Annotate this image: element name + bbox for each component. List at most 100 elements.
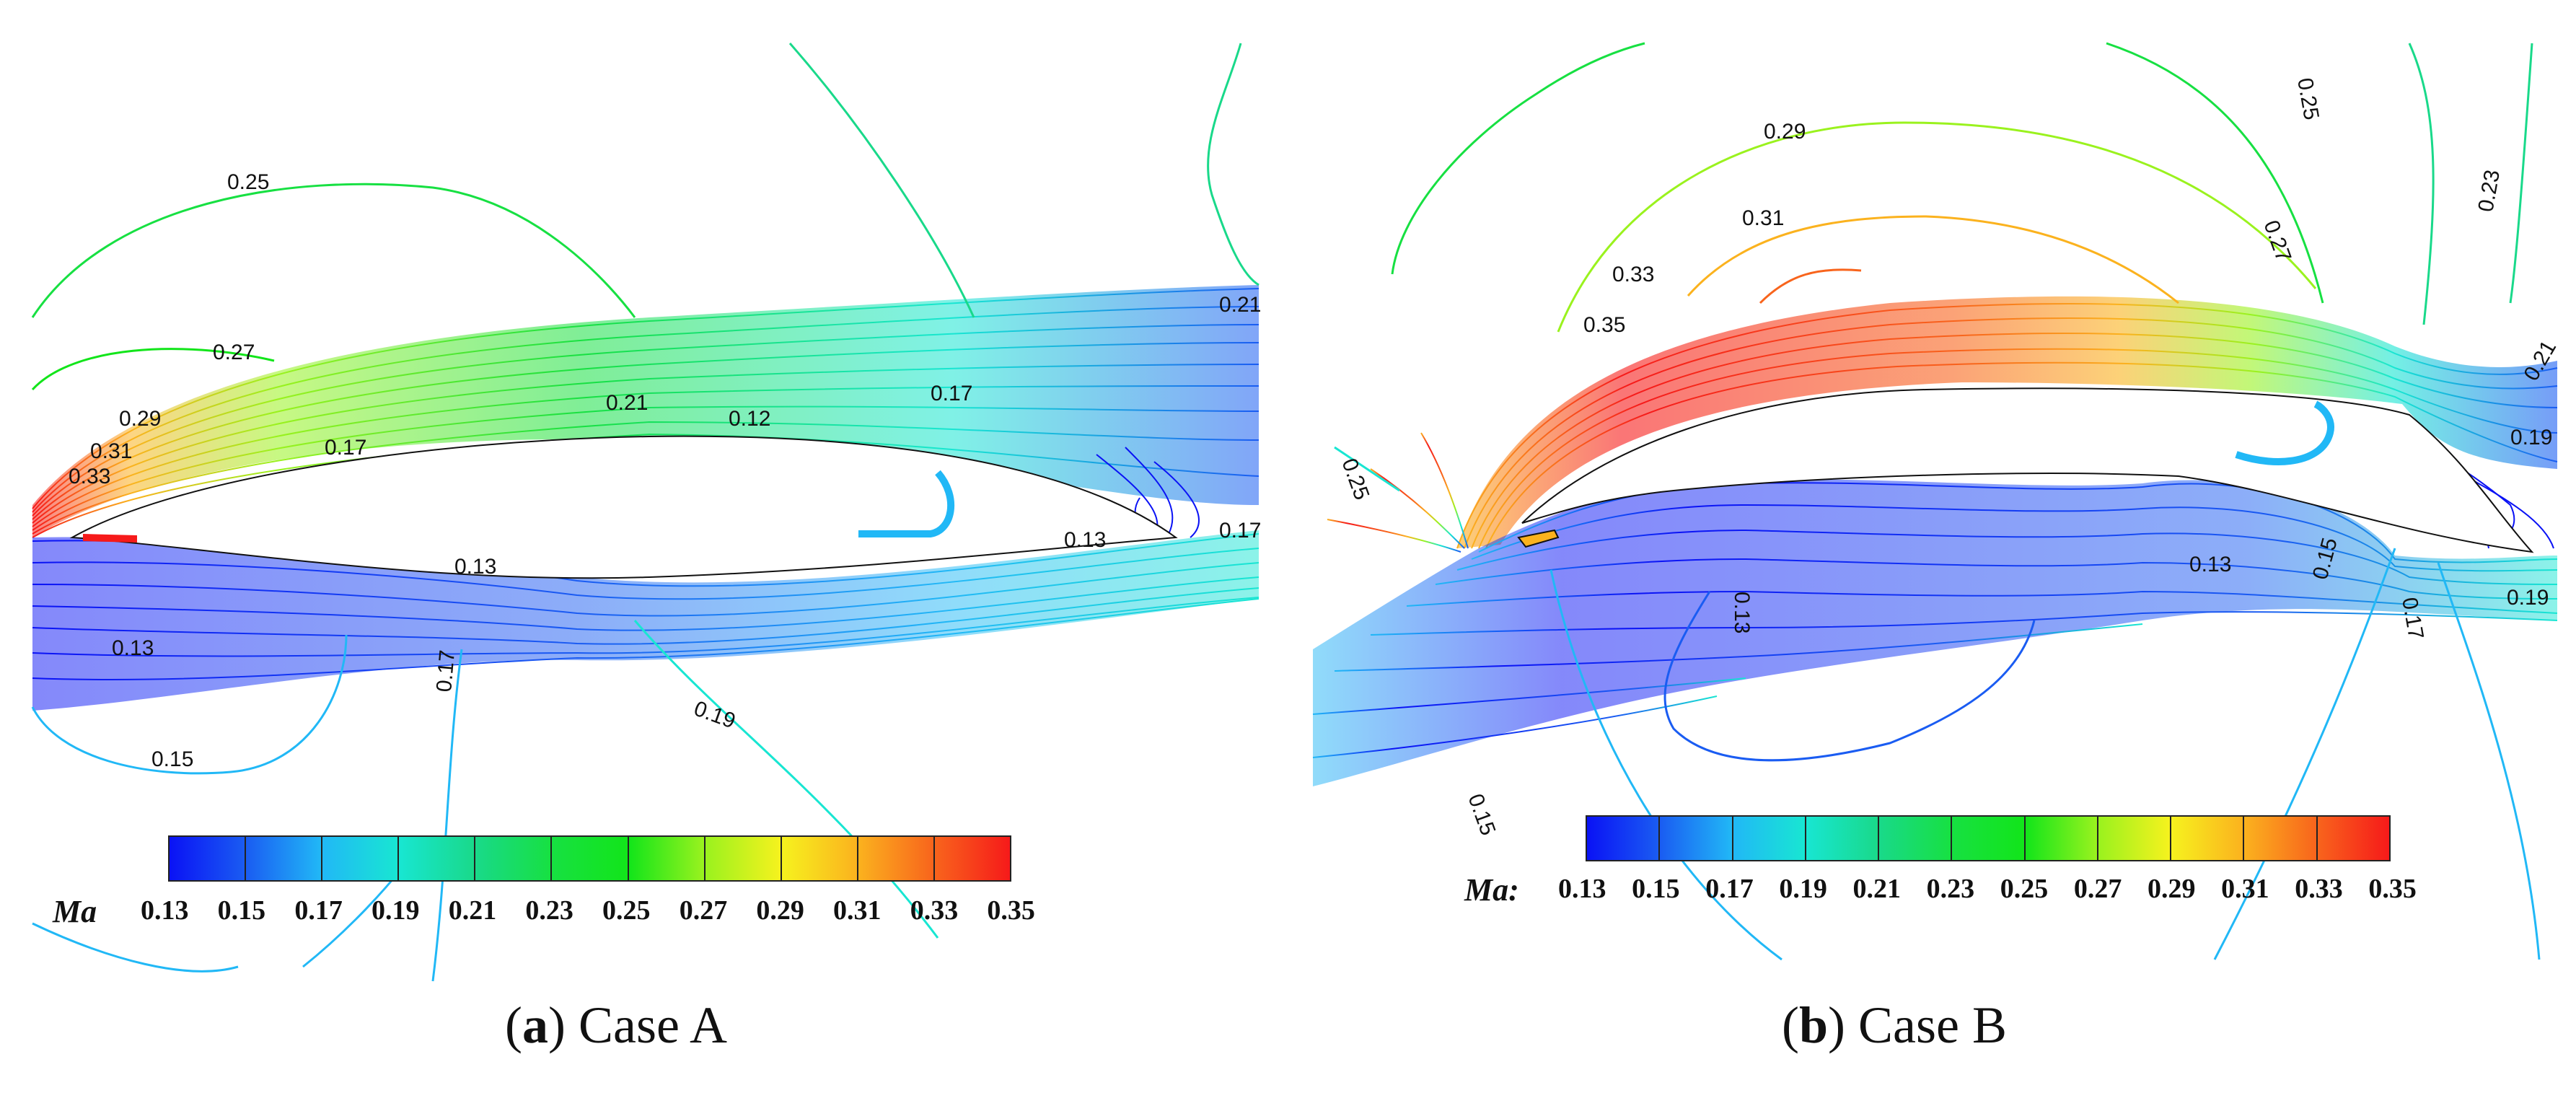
- contour-labels-b: 0.29 0.25 0.31 0.27 0.23 0.33 0.35 0.21 …: [1337, 76, 2561, 838]
- slat-b: [1517, 529, 1560, 548]
- contour-label: 0.17: [931, 382, 972, 405]
- contour-label: 0.19: [2510, 426, 2552, 449]
- colorbar-b: [1586, 815, 2391, 861]
- colorbar-tick-label: 0.23: [525, 895, 573, 926]
- airfoil-b: [1521, 387, 2534, 553]
- contour-label: 0.29: [1764, 120, 1806, 144]
- colorbar-cell: [2098, 817, 2172, 860]
- colorbar-tick-label: 0.15: [1632, 874, 1680, 904]
- colorbar-cell: [1587, 817, 1661, 860]
- contour-label: 0.25: [227, 170, 269, 194]
- colorbar-cell: [1952, 817, 2026, 860]
- colorbar-tick-label: 0.17: [294, 895, 343, 926]
- colorbar-ticks-b: 0.13 0.15 0.17 0.19 0.21 0.23 0.25 0.27 0.29 0.31…: [1558, 873, 2417, 905]
- contour-label: 0.15: [1463, 791, 1500, 838]
- contour-label: 0.13: [2189, 553, 2231, 576]
- colorbar-cell: [1733, 817, 1806, 860]
- contour-label: 0.29: [119, 407, 161, 431]
- panel-case-b: 0.29 0.25 0.31 0.27 0.23 0.33 0.35 0.21 …: [1312, 0, 2576, 1093]
- contour-label: 0.23: [2474, 168, 2505, 214]
- contour-label: 0.13: [454, 555, 496, 579]
- contour-label: 0.13: [1064, 528, 1106, 552]
- contour-label: 0.31: [90, 439, 132, 463]
- contour-label: 0.35: [1583, 313, 1625, 337]
- airfoil-a: [69, 435, 1178, 579]
- contour-label: 0.17: [325, 436, 366, 460]
- panel-case-a: 0.25 0.21 0.27 0.21 0.12 0.17 0.29 0.31 …: [0, 0, 1270, 1093]
- contour-label: 0.13: [112, 636, 154, 660]
- contour-label: 0.19: [2507, 586, 2549, 610]
- colorbar-tick-label: 0.19: [372, 895, 420, 926]
- colorbar-cell: [1879, 817, 1953, 860]
- colorbar-tick-label: 0.29: [2148, 874, 2196, 904]
- colorbar-tick-label: 0.15: [217, 895, 266, 926]
- colorbar-cell: [2317, 817, 2389, 860]
- colorbar-tick-label: 0.31: [2221, 874, 2269, 904]
- colorbar-cell: [246, 837, 323, 880]
- colorbar-cell: [2171, 817, 2245, 860]
- contour-label: 0.27: [2259, 217, 2295, 265]
- contour-label: 0.25: [1337, 455, 1373, 503]
- contour-label: 0.17: [432, 649, 460, 693]
- colorbar-cell: [552, 837, 629, 880]
- colorbar-cell: [705, 837, 782, 880]
- colorbar-label-b: Ma:: [1464, 872, 1519, 908]
- colorbar-tick-label: 0.25: [602, 895, 651, 926]
- colorbar-tick-label: 0.31: [833, 895, 882, 926]
- colorbar-ticks-a: 0.13 0.15 0.17 0.19 0.21 0.23 0.25 0.27 0.29 0.31…: [141, 895, 1035, 926]
- colorbar-tick-label: 0.21: [448, 895, 497, 926]
- colorbar-cell: [781, 837, 858, 880]
- contour-lines-b: [1334, 42, 2541, 961]
- colorbar-cell: [170, 837, 247, 880]
- colorbar-tick-label: 0.25: [2000, 874, 2049, 904]
- contour-label: 0.12: [729, 407, 770, 431]
- contour-label: 0.21: [1219, 293, 1261, 317]
- upper-streamlines-a: [32, 288, 1260, 538]
- colorbar-cell: [322, 837, 400, 880]
- colorbar-cell: [399, 837, 476, 880]
- flow-field-b: 0.29 0.25 0.31 0.27 0.23 0.33 0.35 0.21 …: [1312, 42, 2561, 961]
- upper-flow-band-a: [32, 285, 1259, 537]
- contour-label: 0.25: [2293, 76, 2324, 121]
- colorbar-cell: [1660, 817, 1733, 860]
- contour-label: 0.19: [691, 697, 739, 734]
- colorbar-cell: [1806, 817, 1880, 860]
- colorbar-tick-label: 0.27: [679, 895, 728, 926]
- colorbar-tick-label: 0.23: [1926, 874, 1975, 904]
- colorbar-a: [168, 835, 1011, 882]
- contour-label: 0.31: [1742, 206, 1784, 230]
- slat-a: [83, 534, 137, 543]
- contour-label: 0.33: [69, 465, 110, 488]
- lower-streamlines-b: [1312, 482, 2558, 758]
- caption-a: (a) Case A: [505, 996, 727, 1054]
- contour-label: 0.33: [1612, 263, 1654, 286]
- colorbar-cell: [934, 837, 1011, 880]
- flap-hook-a: [858, 470, 955, 537]
- colorbar-tick-label: 0.33: [2295, 874, 2343, 904]
- colorbar-cell: [2244, 817, 2318, 860]
- colorbar-tick-label: 0.29: [756, 895, 804, 926]
- colorbar-tick-label: 0.35: [2368, 874, 2417, 904]
- lower-flow-band-a: [32, 530, 1259, 711]
- contour-label: 0.17: [1219, 519, 1261, 543]
- flap-hook-b: [2235, 400, 2334, 465]
- contour-label: 0.15: [151, 747, 193, 771]
- contour-label: 0.13: [1730, 592, 1754, 633]
- colorbar-tick-label: 0.21: [1852, 874, 1902, 904]
- caption-b: (b) Case B: [1782, 996, 2007, 1054]
- colorbar-cell: [2025, 817, 2098, 860]
- colorbar-cell: [628, 837, 705, 880]
- upper-streamlines-b: [1327, 302, 2558, 553]
- contour-labels-a: 0.25 0.21 0.27 0.21 0.12 0.17 0.29 0.31 …: [69, 170, 1261, 771]
- contour-label: 0.21: [606, 391, 648, 415]
- colorbar-cell: [475, 837, 553, 880]
- upper-flow-band-b: [1457, 296, 2557, 548]
- colorbar-tick-label: 0.27: [2073, 874, 2122, 904]
- colorbar-tick-label: 0.13: [1558, 874, 1606, 904]
- colorbar-tick-label: 0.17: [1705, 874, 1754, 904]
- colorbar-tick-label: 0.35: [987, 895, 1035, 926]
- colorbar-tick-label: 0.13: [141, 895, 189, 926]
- colorbar-label-a: Ma: [53, 894, 97, 929]
- contour-label: 0.27: [213, 341, 255, 364]
- flow-field-a: 0.25 0.21 0.27 0.21 0.12 0.17 0.29 0.31 …: [31, 43, 1261, 982]
